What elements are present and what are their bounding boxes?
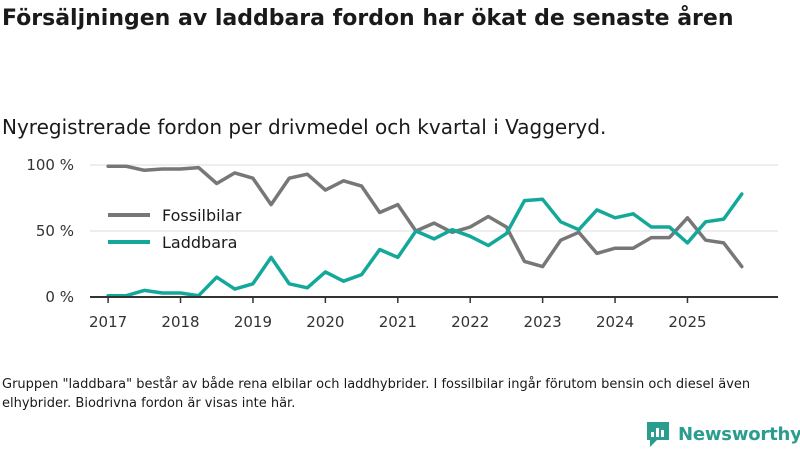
chart-title: Försäljningen av laddbara fordon har öka… [2,6,734,31]
brand-name: Newsworthy [678,423,800,445]
legend-label: Laddbara [162,233,237,252]
x-tick-label: 2021 [379,313,417,331]
y-axis-ticks: 0 % 50 % 100 % [26,156,74,306]
legend: Fossilbilar Laddbara [108,206,242,252]
x-tick-label: 2018 [161,313,199,331]
legend-label: Fossilbilar [162,206,242,225]
x-tick-label: 2017 [89,313,127,331]
y-tick-label: 100 % [26,156,74,174]
series-line-fossilbilar [106,164,744,269]
y-tick-label: 0 % [45,288,74,306]
x-tick-label: 2020 [306,313,344,331]
x-axis-ticks: 2017 2018 2019 2020 2021 2022 2023 2024 2025 [89,297,707,331]
x-tick-label: 2024 [596,313,634,331]
line-chart: 0 % 50 % 100 % 2017 2018 2019 2020 2021 2022 202… [26,156,778,331]
brand-logo: Newsworthy [645,420,800,448]
footnote: Gruppen "laddbara" består av både rena e… [2,377,751,411]
series-line-laddbara [106,192,744,298]
chart-subtitle: Nyregistrerade fordon per drivmedel och … [2,115,607,139]
x-tick-label: 2022 [451,313,489,331]
x-tick-label: 2025 [668,313,706,331]
x-tick-label: 2023 [524,313,562,331]
newsworthy-logo-icon [647,422,669,447]
series-lines [106,164,744,298]
y-tick-label: 50 % [36,222,74,240]
x-tick-label: 2019 [234,313,272,331]
grid-lines [90,164,778,232]
